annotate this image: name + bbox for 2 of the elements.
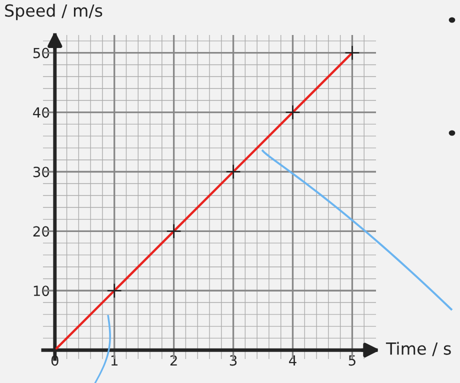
y-axis-title: Speed / m/s [5, 4, 102, 20]
x-axis-title: Time / s [386, 342, 451, 356]
